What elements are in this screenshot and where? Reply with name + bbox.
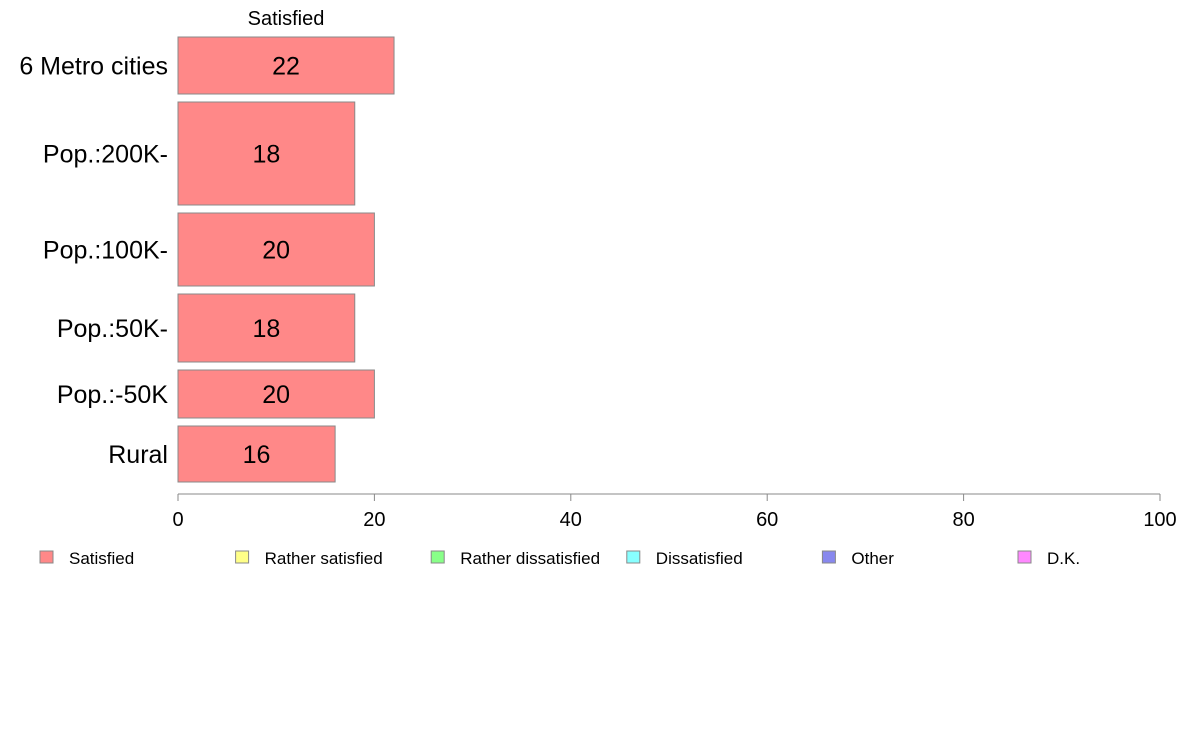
bar-value-label: 22 [272,53,300,81]
x-tick-label: 40 [560,509,582,531]
bar-value-label: 20 [262,381,290,409]
legend-item-other: Other [821,549,894,568]
bars-layer: 22 18 20 18 20 16 [177,36,395,483]
x-tick-label: 100 [1143,509,1176,531]
category-label-pop-200k: Pop.:200K- [43,141,168,169]
bar-satisfied-pop-200k [177,101,356,206]
category-label-rural: Rural [108,441,168,469]
legend-swatch [39,550,54,564]
legend-label: Rather dissatisfied [460,549,600,568]
legend-swatch [235,550,250,564]
legend-swatch [430,550,445,564]
bar-satisfied-pop-50k [177,293,356,363]
bar-value-label: 20 [262,237,290,265]
bar-value-label: 18 [252,141,280,169]
legend-swatch [626,550,641,564]
category-label-pop-50k: Pop.:-50K [57,381,169,409]
bar-value-label: 16 [243,441,271,469]
legend-label: Rather satisfied [265,549,383,568]
series-header: Satisfied [248,8,325,30]
bar-value-label: 18 [252,315,280,343]
legend-item-rather-satisfied: Rather satisfied [235,549,383,568]
legend-label: Other [851,549,894,568]
bar-satisfied-6-metro-cities [177,36,395,95]
legend-item-satisfied: Satisfied [39,549,134,568]
legend-label: Dissatisfied [656,549,743,568]
category-label-6-metro-cities: 6 Metro cities [19,53,168,81]
x-tick-label: 20 [363,509,385,531]
x-axis: 0 20 40 60 80 100 [172,493,1177,531]
category-label-pop-100k: Pop.:100K- [43,237,168,265]
legend-label: D.K. [1047,549,1080,568]
x-tick-label: 80 [952,509,974,531]
category-labels: 6 Metro cities Pop.:200K- Pop.:100K- Pop.:5… [19,53,168,470]
legend-item-dissatisfied: Dissatisfied [626,549,743,568]
bar-satisfied-pop-50k [177,369,375,419]
legend-swatch [1017,550,1032,564]
x-tick-label: 60 [756,509,778,531]
x-tick-label: 0 [172,509,183,531]
bar-satisfied-rural [177,425,336,483]
legend-swatch [821,550,836,564]
legend-item-rather-dissatisfied: Rather dissatisfied [430,549,600,568]
bar-satisfied-pop-100k [177,212,375,287]
legend: Satisfied Rather satisfied Rather dissatis… [39,549,1080,568]
legend-item-d-k: D.K. [1017,549,1080,568]
category-label-pop-50k: Pop.:50K- [57,315,168,343]
legend-label: Satisfied [69,549,134,568]
